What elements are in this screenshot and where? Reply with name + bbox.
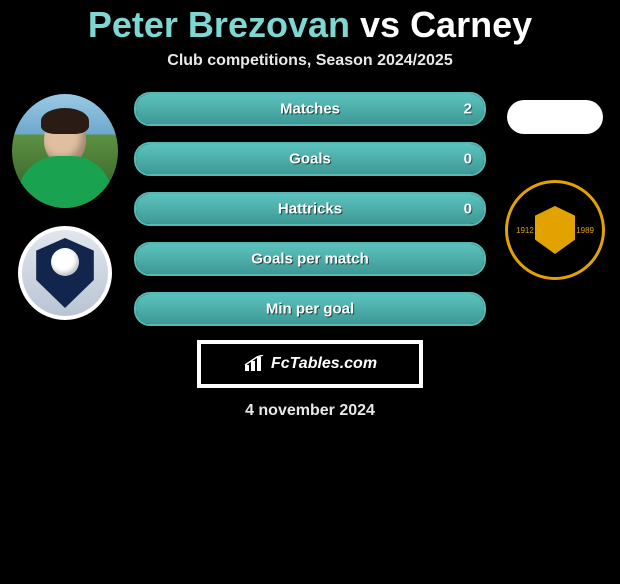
stat-label: Min per goal <box>266 301 354 318</box>
stat-value-player1: 2 <box>464 101 472 118</box>
player1-photo <box>12 94 118 208</box>
player2-photo-placeholder <box>507 100 603 134</box>
comparison-layout: Matches 2 Goals 0 Hattricks 0 Goals per … <box>0 88 620 326</box>
club-badge-ring-text: 19121989 <box>508 183 602 277</box>
stat-value-player1: 0 <box>464 151 472 168</box>
stat-row-goals: Goals 0 <box>134 142 486 176</box>
player1-club-badge <box>18 226 112 320</box>
stat-row-goals-per-match: Goals per match <box>134 242 486 276</box>
stat-row-min-per-goal: Min per goal <box>134 292 486 326</box>
title-vs: vs <box>360 4 400 45</box>
title-player1: Peter Brezovan <box>88 4 350 45</box>
stat-label: Hattricks <box>278 201 342 218</box>
stats-column: Matches 2 Goals 0 Hattricks 0 Goals per … <box>130 88 490 326</box>
date-text: 4 november 2024 <box>0 402 620 420</box>
stat-label: Matches <box>280 101 340 118</box>
stat-row-matches: Matches 2 <box>134 92 486 126</box>
subtitle: Club competitions, Season 2024/2025 <box>0 52 620 70</box>
player2-club-badge: 19121989 <box>505 180 605 280</box>
stat-label: Goals <box>289 151 331 168</box>
player1-column <box>0 88 130 320</box>
brand-box: FcTables.com <box>197 340 423 388</box>
stat-row-hattricks: Hattricks 0 <box>134 192 486 226</box>
title-player2: Carney <box>410 4 532 45</box>
player2-column: 19121989 <box>490 88 620 280</box>
player-portrait-icon <box>12 94 118 208</box>
stat-label: Goals per match <box>251 251 369 268</box>
brand-text: FcTables.com <box>271 355 377 373</box>
bar-chart-icon <box>243 355 265 373</box>
comparison-title: Peter Brezovan vs Carney <box>0 4 620 46</box>
stat-value-player1: 0 <box>464 201 472 218</box>
